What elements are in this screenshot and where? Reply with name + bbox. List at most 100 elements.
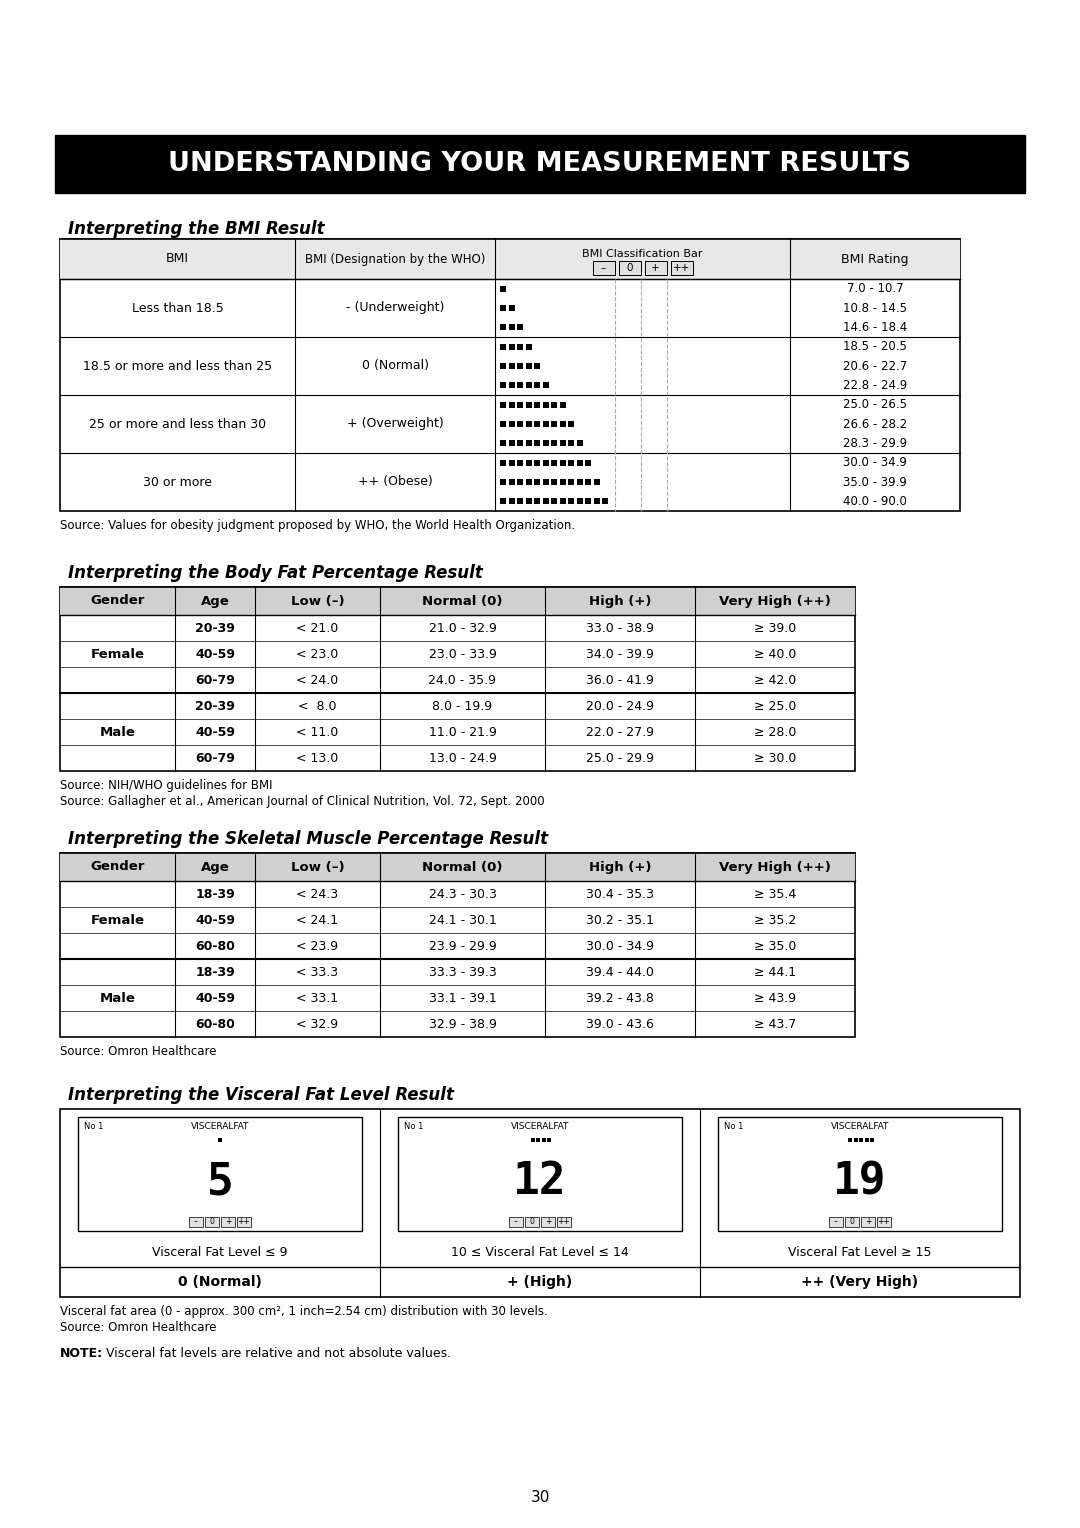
Bar [221, 1216, 235, 1227]
Text: 39.2 - 43.8: 39.2 - 43.8 [586, 992, 653, 1004]
Text: Normal (0): Normal (0) [422, 860, 503, 874]
Text: < 21.0: < 21.0 [296, 622, 339, 634]
Bar [237, 1216, 251, 1227]
Bar [60, 587, 855, 772]
Text: 10 ≤ Visceral Fat Level ≤ 14: 10 ≤ Visceral Fat Level ≤ 14 [451, 1247, 629, 1259]
Text: < 13.0: < 13.0 [296, 752, 339, 764]
Text: 14.6 - 18.4: 14.6 - 18.4 [842, 321, 907, 333]
Text: ++: ++ [673, 263, 690, 274]
Text: BMI Classification Bar: BMI Classification Bar [582, 249, 703, 260]
Bar [78, 1117, 362, 1232]
Text: Source: Omron Healthcare: Source: Omron Healthcare [60, 1322, 216, 1334]
Text: –: – [194, 1218, 198, 1227]
Text: Low (–): Low (–) [291, 860, 345, 874]
Text: –: – [514, 1218, 518, 1227]
Text: 60-79: 60-79 [195, 674, 235, 686]
Text: 25.0 - 26.5: 25.0 - 26.5 [843, 399, 907, 411]
Text: ≥ 39.0: ≥ 39.0 [754, 622, 796, 634]
Text: 0: 0 [626, 263, 633, 274]
Text: Interpreting the Body Fat Percentage Result: Interpreting the Body Fat Percentage Res… [68, 564, 483, 582]
Text: 28.3 - 29.9: 28.3 - 29.9 [842, 437, 907, 449]
Text: NOTE:: NOTE: [60, 1348, 103, 1360]
Text: Very High (++): Very High (++) [719, 860, 831, 874]
Text: 35.0 - 39.9: 35.0 - 39.9 [843, 475, 907, 489]
Text: 60-80: 60-80 [195, 940, 235, 952]
Bar [829, 1216, 843, 1227]
Text: Source: NIH/WHO guidelines for BMI: Source: NIH/WHO guidelines for BMI [60, 779, 272, 792]
Bar [60, 853, 855, 1038]
Text: 30.0 - 34.9: 30.0 - 34.9 [843, 457, 907, 469]
Bar [509, 1216, 523, 1227]
Text: 22.8 - 24.9: 22.8 - 24.9 [842, 379, 907, 391]
Text: Female: Female [91, 914, 145, 926]
Bar [718, 1117, 1002, 1232]
Text: ≥ 42.0: ≥ 42.0 [754, 674, 796, 686]
Text: 32.9 - 38.9: 32.9 - 38.9 [429, 1018, 497, 1030]
Text: 13.0 - 24.9: 13.0 - 24.9 [429, 752, 497, 764]
Text: Gender: Gender [91, 594, 145, 608]
Text: 30.2 - 35.1: 30.2 - 35.1 [586, 914, 654, 926]
Text: ++: ++ [878, 1218, 890, 1227]
Text: VISCERALFAT: VISCERALFAT [191, 1122, 249, 1131]
Text: Age: Age [201, 594, 229, 608]
Text: +: + [651, 263, 660, 274]
Text: ≥ 28.0: ≥ 28.0 [754, 726, 796, 738]
Text: 0 (Normal): 0 (Normal) [178, 1274, 262, 1290]
Text: +: + [544, 1218, 551, 1227]
Text: 20-39: 20-39 [195, 700, 235, 712]
Text: Male: Male [99, 992, 135, 1004]
Text: No 1: No 1 [84, 1122, 104, 1131]
Text: 33.0 - 38.9: 33.0 - 38.9 [586, 622, 654, 634]
Text: High (+): High (+) [589, 860, 651, 874]
Text: +: + [865, 1218, 872, 1227]
Text: 8.0 - 19.9: 8.0 - 19.9 [432, 700, 492, 712]
Text: ≥ 35.2: ≥ 35.2 [754, 914, 796, 926]
Text: 25.0 - 29.9: 25.0 - 29.9 [586, 752, 654, 764]
Bar [205, 1216, 219, 1227]
Text: Age: Age [201, 860, 229, 874]
Bar [60, 853, 855, 882]
Text: ≥ 30.0: ≥ 30.0 [754, 752, 796, 764]
Text: Normal (0): Normal (0) [422, 594, 503, 608]
Bar [593, 261, 615, 275]
Text: <  8.0: < 8.0 [298, 700, 337, 712]
Text: ++: ++ [238, 1218, 251, 1227]
Text: < 33.3: < 33.3 [296, 966, 338, 978]
Text: 20.6 - 22.7: 20.6 - 22.7 [842, 359, 907, 373]
Text: < 23.9: < 23.9 [296, 940, 338, 952]
Text: < 32.9: < 32.9 [296, 1018, 338, 1030]
Text: Very High (++): Very High (++) [719, 594, 831, 608]
Text: 30 or more: 30 or more [143, 475, 212, 489]
Text: ≥ 40.0: ≥ 40.0 [754, 648, 796, 660]
Text: 11.0 - 21.9: 11.0 - 21.9 [429, 726, 497, 738]
Text: 24.0 - 35.9: 24.0 - 35.9 [429, 674, 497, 686]
Text: 23.9 - 29.9: 23.9 - 29.9 [429, 940, 497, 952]
Text: 26.6 - 28.2: 26.6 - 28.2 [842, 417, 907, 431]
Text: 40-59: 40-59 [195, 726, 235, 738]
Text: Source: Values for obesity judgment proposed by WHO, the World Health Organizati: Source: Values for obesity judgment prop… [60, 520, 576, 532]
Text: 18.5 or more and less than 25: 18.5 or more and less than 25 [83, 359, 272, 373]
Text: ++: ++ [557, 1218, 570, 1227]
Text: UNDERSTANDING YOUR MEASUREMENT RESULTS: UNDERSTANDING YOUR MEASUREMENT RESULTS [168, 151, 912, 177]
Text: 36.0 - 41.9: 36.0 - 41.9 [586, 674, 653, 686]
Bar [55, 134, 1025, 193]
Text: 34.0 - 39.9: 34.0 - 39.9 [586, 648, 653, 660]
Text: 0: 0 [529, 1218, 535, 1227]
Text: Interpreting the Visceral Fat Level Result: Interpreting the Visceral Fat Level Resu… [68, 1086, 454, 1105]
Text: 33.3 - 39.3: 33.3 - 39.3 [429, 966, 497, 978]
Text: 30: 30 [530, 1490, 550, 1505]
Text: 24.3 - 30.3: 24.3 - 30.3 [429, 888, 497, 900]
Text: Male: Male [99, 726, 135, 738]
Text: ≥ 35.4: ≥ 35.4 [754, 888, 796, 900]
Bar [60, 238, 960, 280]
Bar [861, 1216, 875, 1227]
Bar [60, 587, 855, 614]
Bar [671, 261, 692, 275]
Text: Female: Female [91, 648, 145, 660]
Text: < 33.1: < 33.1 [296, 992, 338, 1004]
Bar [645, 261, 666, 275]
Text: 39.0 - 43.6: 39.0 - 43.6 [586, 1018, 653, 1030]
Text: 20-39: 20-39 [195, 622, 235, 634]
Text: - (Underweight): - (Underweight) [346, 301, 444, 315]
Text: +: + [225, 1218, 231, 1227]
